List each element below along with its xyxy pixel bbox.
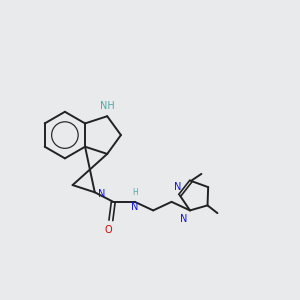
Text: O: O bbox=[105, 224, 112, 235]
Text: N: N bbox=[180, 214, 187, 224]
Text: NH: NH bbox=[100, 101, 115, 111]
Text: N: N bbox=[131, 202, 139, 212]
Text: N: N bbox=[98, 189, 106, 199]
Text: N: N bbox=[174, 182, 181, 192]
Text: H: H bbox=[132, 188, 138, 197]
